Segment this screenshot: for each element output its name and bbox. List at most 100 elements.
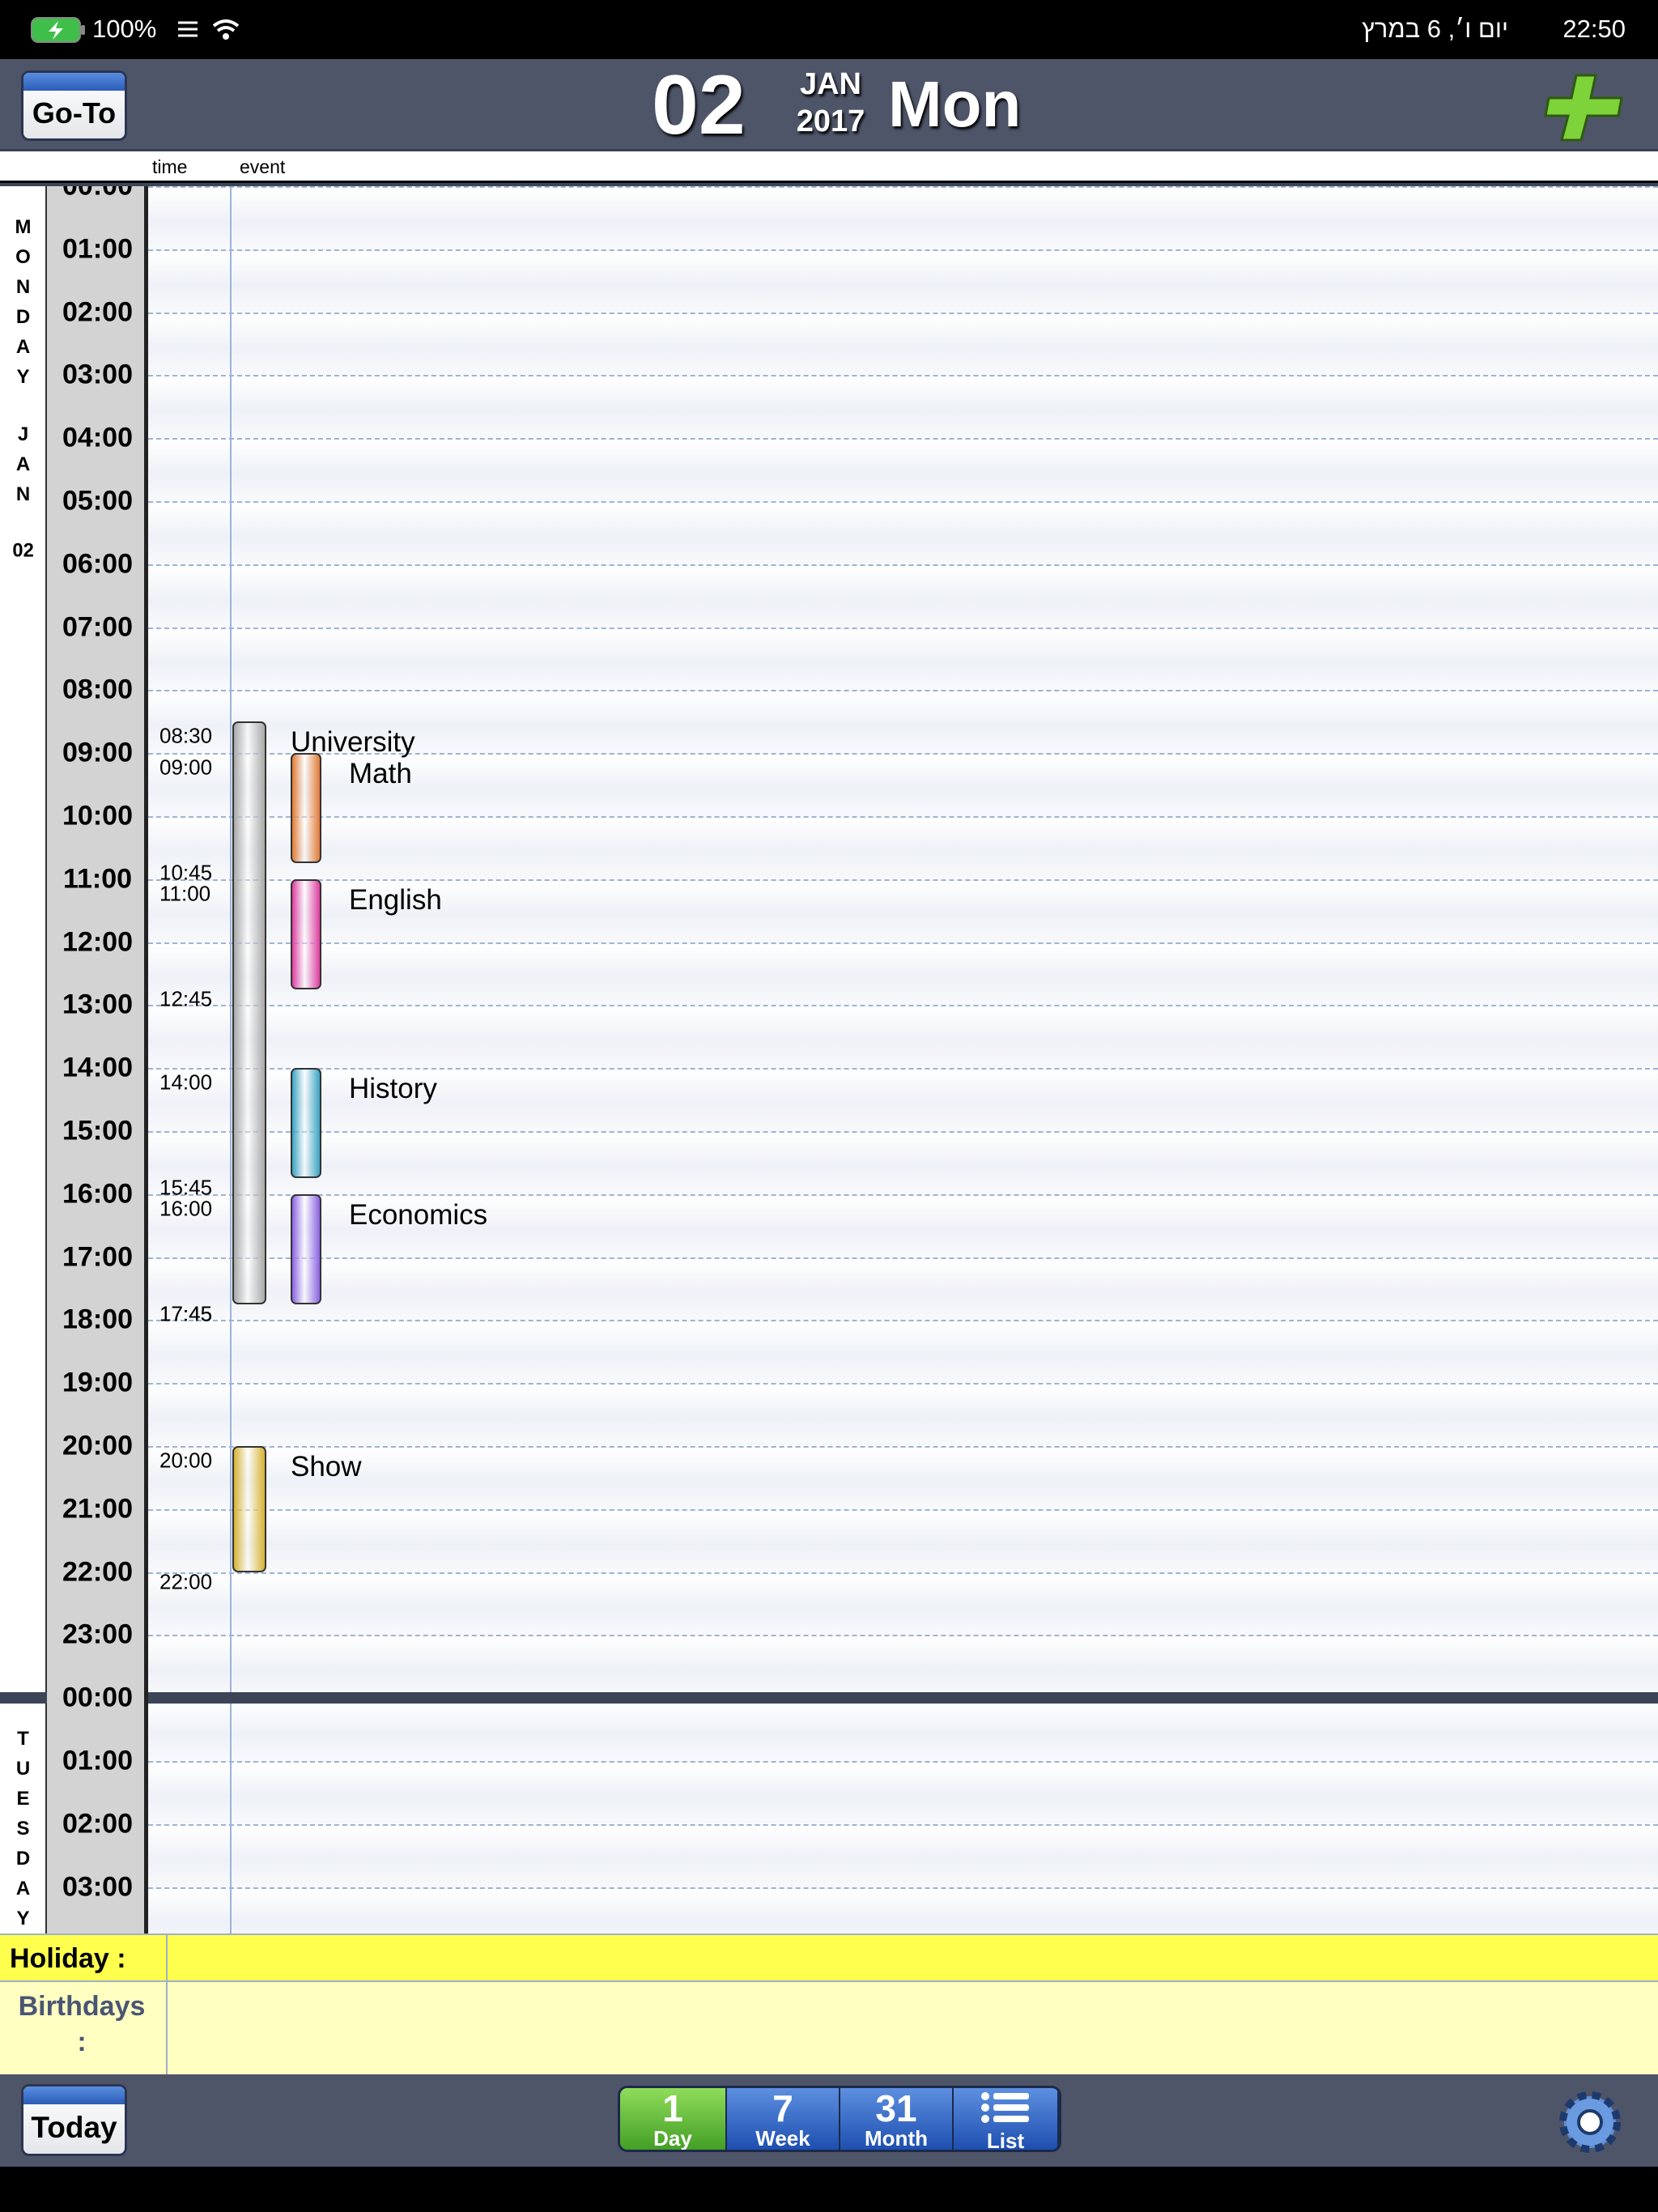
hour-stripe: [148, 1761, 1658, 1824]
event-name: Show: [291, 1451, 362, 1482]
hour-label: 09:00: [62, 737, 133, 768]
header-weekday: Mon: [888, 68, 1022, 140]
hour-label: 11:00: [62, 863, 133, 895]
tab-number: 31: [875, 2087, 917, 2129]
hour-stripe: [148, 1383, 1658, 1446]
view-tab[interactable]: 7 Week: [727, 2087, 840, 2150]
header-day: 02: [652, 58, 746, 152]
event-bar: [291, 1068, 321, 1179]
hour-label: 00:00: [62, 183, 133, 202]
day-column: [0, 186, 47, 1933]
hour-label: 22:00: [62, 1556, 133, 1588]
hour-stripe: [148, 816, 1658, 879]
hour-stripe: [148, 1446, 1658, 1509]
hour-label: 00:00: [62, 1682, 133, 1713]
event-name: Math: [349, 758, 412, 790]
day-label-word: JAN: [12, 423, 34, 513]
hour-label: 17:00: [62, 1241, 133, 1273]
event-end-time: 17:45: [159, 1301, 213, 1326]
hour-stripe: [148, 1887, 1658, 1933]
battery-percent: 100%: [92, 15, 157, 43]
hour-stripe: [148, 1193, 1658, 1257]
hour-stripe: [148, 1131, 1658, 1194]
hour-stripe: [148, 1005, 1658, 1069]
time-grid: 00:00 01:00 02:00 03:00 04:00 05:00 06:00 07:00…: [0, 183, 1658, 1933]
hour-label: 05:00: [62, 485, 133, 517]
view-tabs: 1 Day 7 Week 31 Month List: [618, 2086, 1061, 2152]
day-label-word: 02: [12, 541, 34, 560]
event-name: Economics: [349, 1198, 488, 1231]
settings-button[interactable]: [1555, 2087, 1625, 2157]
event-end-time: 12:45: [159, 986, 213, 1011]
hour-label: 01:00: [62, 1745, 133, 1776]
hour-label: 02:00: [62, 1808, 133, 1840]
event-name: University: [291, 726, 415, 759]
event-end-time: 10:45: [159, 860, 213, 885]
hour-stripe: [148, 375, 1658, 439]
hour-stripe: [148, 501, 1658, 564]
event-bar: [232, 721, 266, 1304]
hour-label: 01:00: [62, 233, 133, 265]
hour-stripe: [148, 878, 1658, 942]
event-bar: [291, 753, 321, 864]
hour-stripe: [148, 1257, 1658, 1321]
today-label: Today: [31, 2111, 117, 2144]
add-button[interactable]: [1542, 70, 1627, 143]
hour-label: 16:00: [62, 1178, 133, 1210]
event-start-time: 11:00: [159, 881, 211, 906]
day-separator: [0, 1692, 47, 1704]
hour-label: 10:00: [62, 800, 133, 832]
tab-label: Week: [755, 2126, 810, 2150]
column-header: time event: [0, 151, 1658, 181]
goto-button[interactable]: Go-To: [21, 70, 127, 141]
event-column-title: event: [240, 156, 286, 177]
event-end-time: 17:45: [159, 1301, 213, 1326]
hour-label: 07:00: [62, 611, 133, 643]
status-time: 22:50: [1562, 15, 1626, 43]
event-start-time: 14:00: [159, 1070, 213, 1095]
hour-label: 12:00: [62, 926, 133, 958]
status-bar: 100% יום ו׳, 6 במרץ 22:50: [0, 0, 1658, 59]
hour-label: 08:00: [62, 674, 133, 705]
toolbar: Today 1 Day 7 Week 31 Month List: [0, 2074, 1658, 2167]
signal-icons: [178, 19, 240, 40]
hour-label: 15:00: [62, 1115, 133, 1146]
tab-number: 1: [662, 2087, 683, 2129]
holiday-label: Holiday :: [10, 1943, 126, 1974]
list-icon: [981, 2092, 1029, 2123]
event-start-time: 20:00: [159, 1448, 213, 1473]
tab-number: 7: [772, 2087, 793, 2129]
event-start-time: 16:00: [159, 1196, 213, 1221]
hour-label: 21:00: [62, 1493, 133, 1525]
birthdays-label: Birthdays :: [18, 1991, 146, 2057]
hour-stripe: [148, 564, 1658, 627]
day-label: TUESDAY: [0, 1728, 45, 1933]
hour-column: [47, 186, 148, 1933]
battery-icon: [31, 17, 85, 43]
view-tab[interactable]: 31 Month: [840, 2087, 954, 2150]
hour-label: 04:00: [62, 422, 133, 453]
hour-stripe: [148, 1698, 1658, 1761]
event-start-time: 09:00: [159, 755, 213, 780]
day-label-word: MONDAY: [12, 216, 34, 396]
hour-stripe: [148, 1508, 1658, 1572]
event-end-time: 22:00: [159, 1569, 213, 1594]
header-month: JAN: [799, 67, 862, 101]
view-tab[interactable]: 1 Day: [620, 2087, 727, 2150]
event-start-time: 08:30: [159, 723, 213, 748]
hour-label: 03:00: [62, 359, 133, 390]
hour-label: 03:00: [62, 1871, 133, 1903]
hour-stripe: [148, 249, 1658, 313]
day-label-word: TUESDAY: [12, 1728, 34, 1933]
today-button[interactable]: Today: [21, 2084, 127, 2156]
time-column-title: time: [152, 156, 188, 177]
hour-label: 19:00: [62, 1367, 133, 1398]
hour-stripe: [148, 1635, 1658, 1699]
hour-label: 20:00: [62, 1430, 133, 1461]
event-name: History: [349, 1073, 437, 1105]
view-tab[interactable]: List: [954, 2088, 1059, 2150]
goto-label: Go-To: [32, 96, 117, 130]
hour-stripe: [148, 312, 1658, 376]
event-bar: [291, 1193, 321, 1304]
